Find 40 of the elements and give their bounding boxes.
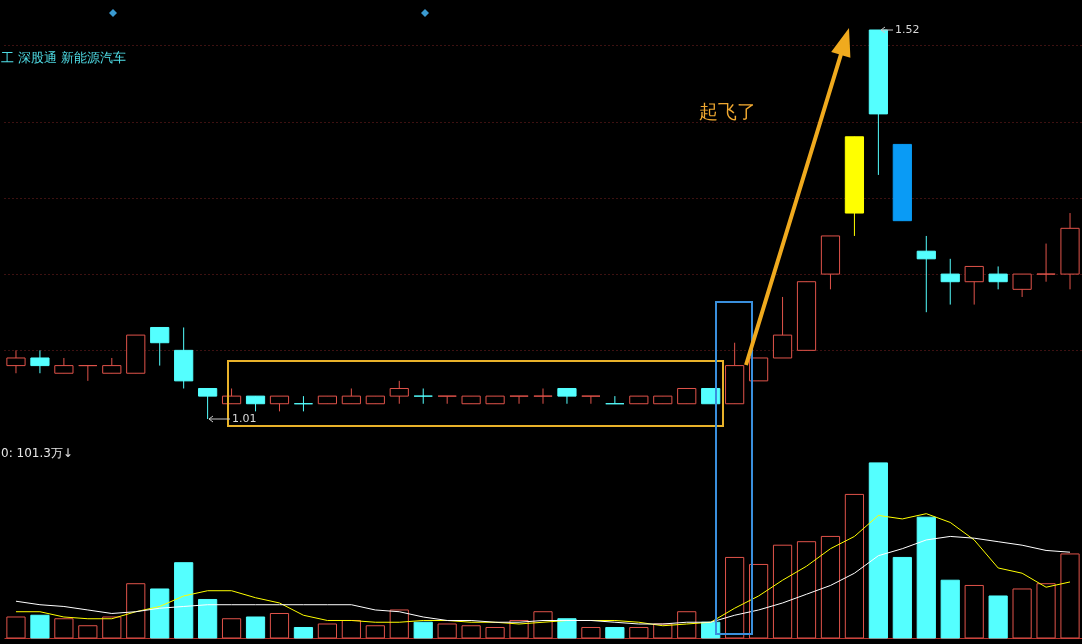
candlestick xyxy=(940,258,960,306)
candlestick xyxy=(78,365,98,382)
candlestick xyxy=(605,395,625,405)
annotation: 1.01 xyxy=(232,412,257,425)
bar xyxy=(916,516,936,639)
bar xyxy=(988,595,1008,639)
bar xyxy=(30,614,50,639)
bar xyxy=(892,556,912,639)
candlestick xyxy=(1036,243,1056,283)
candlestick xyxy=(509,395,529,405)
candlestick xyxy=(916,235,936,313)
candlestick xyxy=(30,349,50,374)
text: 工 深股通 新能源汽车 xyxy=(1,50,127,65)
candlestick xyxy=(54,357,74,374)
candlestick xyxy=(389,380,409,405)
bar xyxy=(868,462,888,639)
bar xyxy=(940,579,960,639)
candlestick xyxy=(964,265,984,306)
candlestick xyxy=(581,395,601,405)
bar xyxy=(174,562,194,639)
bar xyxy=(293,626,314,639)
annotation: 1.52 xyxy=(895,23,920,36)
bar xyxy=(245,616,266,639)
candlestick xyxy=(557,387,577,405)
bar xyxy=(413,621,433,639)
annotation: 起飞了 xyxy=(698,100,756,122)
text: 0: 101.3万↓ xyxy=(1,446,73,460)
candlestick xyxy=(772,296,793,359)
candlestick xyxy=(988,265,1008,290)
candlestick xyxy=(1012,273,1032,298)
candlestick xyxy=(150,326,170,367)
bar xyxy=(557,618,577,639)
candlestick xyxy=(533,387,553,405)
bar xyxy=(150,588,170,639)
candlestick xyxy=(413,387,433,405)
candlestick xyxy=(293,395,314,412)
candlestick xyxy=(198,387,218,420)
candlestick xyxy=(6,349,26,374)
bar xyxy=(605,626,625,639)
bar xyxy=(198,598,218,639)
